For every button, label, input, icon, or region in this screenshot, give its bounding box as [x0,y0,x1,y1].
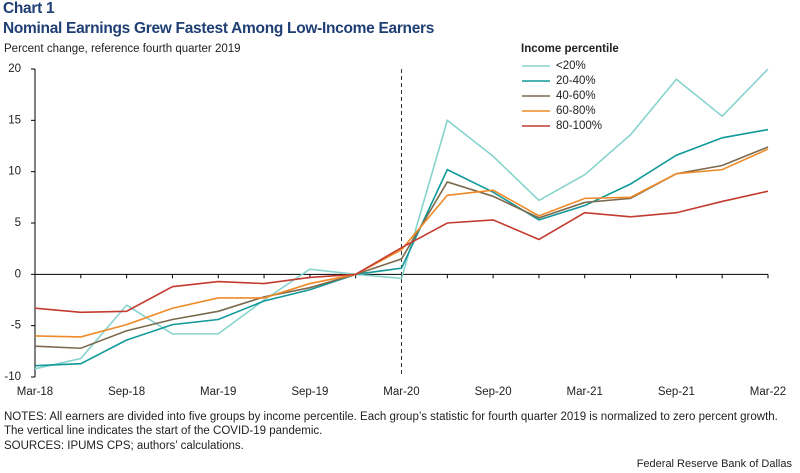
x-tick-label: Sep-19 [291,386,328,398]
notes: NOTES: All earners are divided into five… [4,411,778,437]
x-tick-label: Sep-20 [475,386,512,398]
legend-label: 40-60% [556,90,596,102]
chart: Percent change, reference fourth quarter… [4,43,786,398]
y-tick-label: -10 [4,371,21,383]
legend-label: 20-40% [556,75,596,87]
legend-title: Income percentile [521,43,619,55]
legend-label: 80-100% [556,120,602,132]
series-line [34,148,769,338]
chart-subtitle: Percent change, reference fourth quarter… [4,43,241,55]
chart-title: Nominal Earnings Grew Fastest Among Low-… [3,20,435,37]
x-tick-label: Mar-19 [200,386,236,398]
x-tick-label: Sep-21 [658,386,695,398]
series-line [34,68,769,370]
footer: Federal Reserve Bank of Dallas [636,458,792,470]
x-tick-label: Mar-18 [17,386,53,398]
y-tick-label: 0 [15,268,21,280]
legend-label: <20% [556,60,586,72]
y-tick-label: 5 [15,217,21,229]
x-tick-label: Mar-20 [383,386,419,398]
y-tick-label: -5 [11,320,21,332]
x-tick-label: Mar-21 [567,386,603,398]
y-tick-label: 15 [8,114,21,126]
series-line [34,190,769,314]
x-tick-label: Mar-22 [750,386,786,398]
sources: SOURCES: IPUMS CPS; authors’ calculation… [4,440,244,452]
legend-label: 60-80% [556,105,596,117]
y-tick-label: 20 [8,63,21,75]
chart-label: Chart 1 [3,0,55,17]
x-tick-label: Sep-18 [108,386,145,398]
series-line [34,128,769,367]
y-tick-label: 10 [8,166,21,178]
